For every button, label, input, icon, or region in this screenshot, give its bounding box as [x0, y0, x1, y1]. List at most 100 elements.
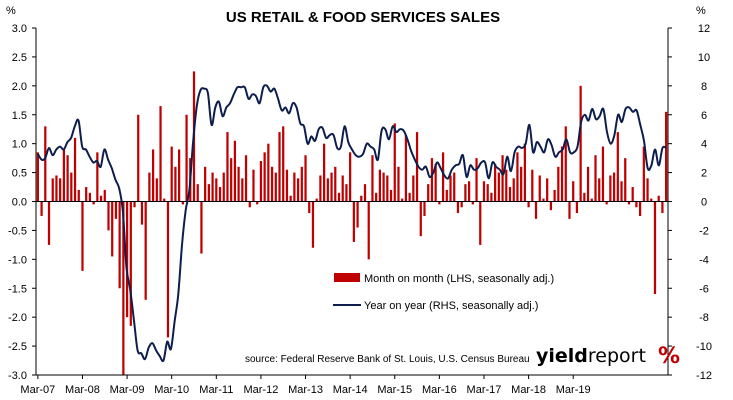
right-tick-label: -10 — [696, 341, 712, 353]
mom-bar — [408, 192, 411, 202]
right-tick-label: 6 — [701, 110, 707, 122]
mom-bar — [226, 132, 229, 202]
mom-bar — [516, 152, 519, 202]
mom-bar — [278, 132, 281, 202]
mom-bar — [590, 198, 593, 202]
x-tick-label: Mar-17 — [467, 384, 502, 396]
mom-bar — [178, 149, 181, 202]
mom-bar — [233, 140, 237, 202]
mom-bar — [449, 175, 452, 202]
left-tick-label: -1.5 — [8, 283, 27, 295]
mom-bar — [36, 152, 39, 202]
mom-bar — [155, 178, 158, 202]
mom-bar — [118, 201, 121, 289]
mom-bar — [252, 169, 255, 202]
mom-bar — [92, 201, 95, 205]
mom-bar — [296, 178, 300, 202]
mom-bar — [486, 184, 489, 202]
mom-bar — [512, 178, 515, 202]
mom-bar — [397, 166, 400, 202]
plot-frame — [35, 28, 669, 376]
mom-bar — [315, 198, 318, 202]
mom-bar — [59, 178, 62, 202]
mom-bar — [159, 106, 162, 202]
mom-bar — [657, 195, 660, 202]
mom-bar — [196, 184, 199, 202]
mom-bar — [293, 172, 296, 202]
mom-bar — [55, 175, 58, 202]
mom-bar — [349, 152, 352, 202]
mom-bar — [99, 195, 103, 202]
mom-bar — [501, 155, 504, 202]
mom-bar — [222, 172, 225, 202]
mom-bar — [464, 184, 467, 202]
mom-bar — [230, 158, 233, 202]
right-tick-label: 4 — [701, 139, 707, 151]
mom-bar — [140, 201, 144, 225]
mom-bar — [661, 201, 664, 214]
mom-bar — [308, 201, 311, 214]
mom-bar — [282, 126, 285, 202]
x-tick-label: Mar-07 — [20, 384, 55, 396]
mom-bar — [144, 201, 147, 300]
mom-bar — [382, 172, 385, 202]
mom-bar — [534, 201, 538, 219]
mom-bar — [427, 184, 430, 202]
right-tick-label: 12 — [698, 23, 710, 35]
mom-bar — [616, 132, 619, 202]
mom-bar — [367, 201, 370, 260]
mom-bar — [393, 123, 396, 202]
mom-bar — [378, 169, 381, 202]
year-on-year-line — [36, 84, 667, 363]
yieldreport-logo: yieldreport % — [536, 344, 680, 369]
mom-bar — [419, 201, 422, 237]
mom-bar — [650, 198, 653, 202]
left-tick-label: -0.5 — [8, 225, 27, 237]
mom-bar — [430, 158, 434, 202]
mom-bar — [77, 189, 80, 202]
mom-bar — [211, 172, 214, 202]
mom-bar — [609, 175, 612, 202]
mom-bar — [218, 187, 222, 202]
mom-bar — [475, 158, 478, 202]
left-tick-label: -2.0 — [8, 312, 27, 324]
mom-bar — [415, 132, 419, 202]
mom-bar — [62, 149, 65, 202]
mom-bar — [270, 166, 274, 202]
mom-bar — [520, 166, 523, 202]
x-tick-label: Mar-18 — [511, 384, 546, 396]
mom-bar — [601, 146, 605, 202]
mom-bar — [96, 152, 99, 202]
mom-bar — [460, 201, 463, 208]
mom-bar — [386, 175, 389, 202]
mom-bar — [125, 201, 129, 318]
mom-bar — [542, 198, 545, 202]
mom-bar — [375, 192, 378, 202]
chart-title: US RETAIL & FOOD SERVICES SALES — [226, 9, 500, 26]
mom-bar — [612, 172, 616, 202]
mom-bar — [546, 178, 549, 202]
legend: Month on month (LHS, seasonally adj.) Ye… — [333, 273, 554, 312]
left-tick-label: 2.5 — [12, 52, 27, 64]
x-tick-label: Mar-15 — [377, 384, 412, 396]
mom-bar — [564, 126, 567, 202]
mom-bar — [334, 166, 337, 202]
mom-bar — [70, 172, 73, 202]
mom-bar — [438, 201, 441, 205]
mom-bar — [624, 158, 627, 202]
left-tick-label: 1.0 — [12, 139, 27, 151]
mom-bar — [319, 175, 322, 202]
mom-bar — [337, 192, 341, 202]
mom-bar — [594, 155, 597, 202]
left-axis: -3.0 -2.5 -2.0 -1.5 -1.0 -0.5 0.0 0.5 1.0 1.5 2.0 2… — [8, 23, 36, 382]
right-tick-label: 10 — [698, 52, 710, 64]
left-tick-label: 1.5 — [12, 110, 27, 122]
mom-bar — [401, 198, 404, 202]
mom-bar — [412, 175, 415, 202]
mom-bar — [665, 111, 668, 202]
mom-bar — [40, 201, 43, 216]
mom-bar — [549, 201, 553, 211]
mom-bar — [200, 201, 203, 254]
legend-swatch-bars — [334, 273, 360, 282]
